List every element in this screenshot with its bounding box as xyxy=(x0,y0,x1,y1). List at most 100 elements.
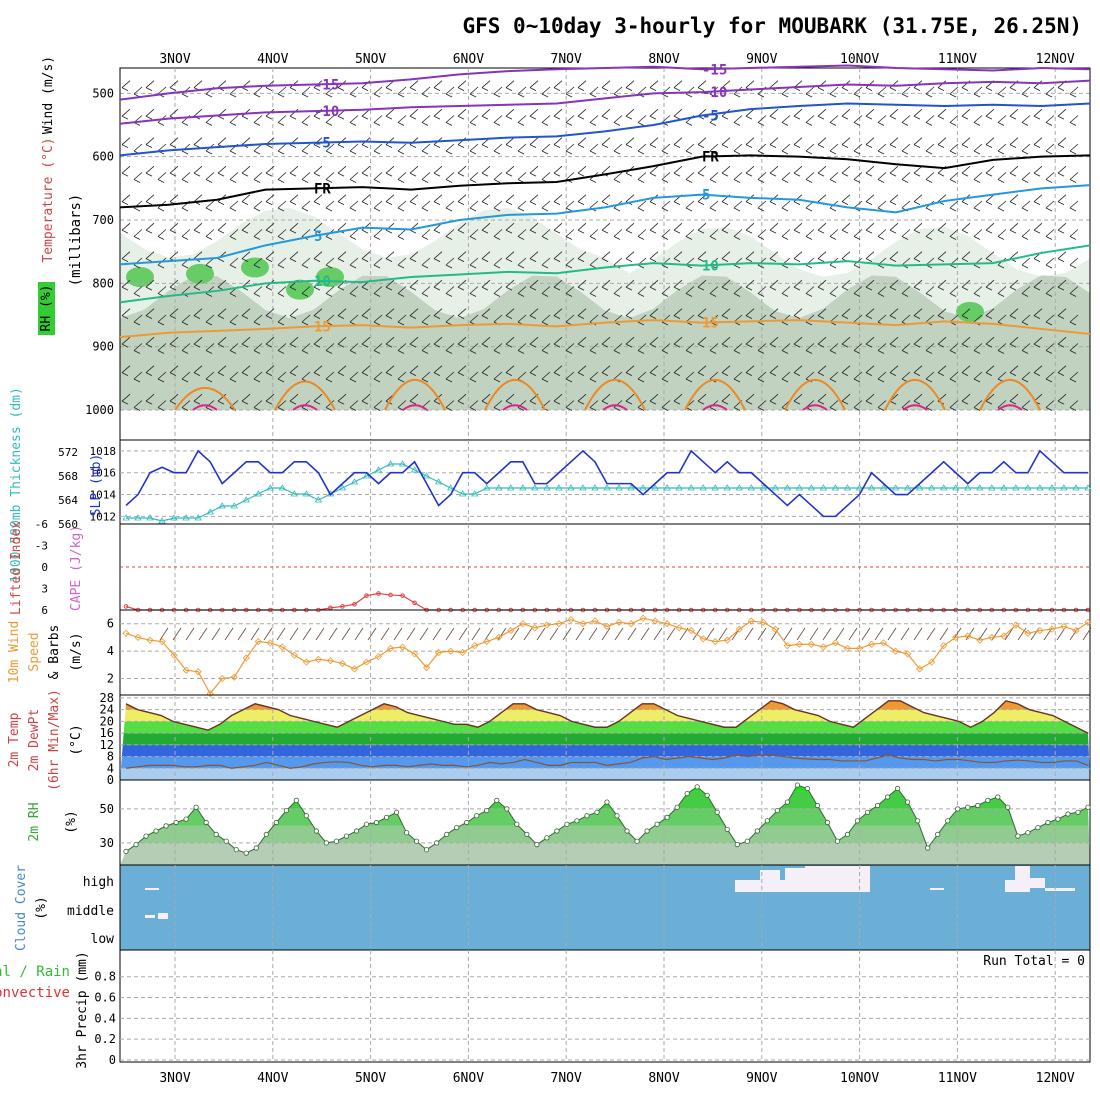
wind-barb xyxy=(373,314,383,326)
wind-barb xyxy=(469,172,479,183)
cloud-patch xyxy=(1015,866,1030,880)
thickness-marker xyxy=(819,484,828,491)
rh-legend-swatch xyxy=(38,282,55,335)
wind-barb xyxy=(253,286,263,297)
wind-barb xyxy=(301,257,311,269)
thickness-marker xyxy=(783,484,792,491)
wind-barb xyxy=(939,627,949,641)
rh-marker xyxy=(343,833,350,839)
wind-barb xyxy=(721,222,731,234)
wind-barb xyxy=(433,279,443,291)
wind-barb xyxy=(289,251,299,263)
wind-barb xyxy=(1069,143,1079,155)
x-tick-top-label: 9NOV xyxy=(746,52,777,67)
wind-barb xyxy=(853,229,863,240)
wind-barb xyxy=(649,365,659,377)
wind-barb xyxy=(529,336,539,348)
wind-barb xyxy=(1069,229,1079,240)
wind-barb xyxy=(445,286,455,297)
wind-barb xyxy=(925,400,935,411)
wind-barb xyxy=(385,336,395,348)
wind-barb xyxy=(925,115,935,126)
thickness-marker xyxy=(242,496,250,503)
wind-barb xyxy=(121,137,131,149)
wind-barb xyxy=(973,115,983,126)
wind-barb xyxy=(349,371,359,383)
thickness-marker xyxy=(1012,484,1020,491)
wind-barb xyxy=(241,251,251,263)
wind-barb xyxy=(721,279,731,291)
y-tick-label: 24 xyxy=(100,703,114,717)
wind-barb xyxy=(289,365,299,377)
wind-barb xyxy=(653,627,663,641)
wind-barb xyxy=(985,365,995,377)
wind-barb xyxy=(1057,222,1067,234)
wind-barb xyxy=(541,143,551,155)
wind-barb xyxy=(901,286,911,297)
wind-barb xyxy=(865,222,875,234)
wind-barb xyxy=(985,336,995,348)
wind-barb xyxy=(889,194,899,206)
wind-barb xyxy=(133,400,143,411)
wind-barb xyxy=(673,336,683,348)
wind-barb xyxy=(769,222,779,234)
precip-tick-label: 0.4 xyxy=(94,1011,116,1025)
wind-barb xyxy=(985,308,995,320)
wind-barb xyxy=(577,251,587,263)
wind-barb xyxy=(1082,627,1092,641)
wind-barb xyxy=(289,336,299,348)
wind-barb xyxy=(265,194,275,206)
isotherm-label: -15 xyxy=(702,62,727,78)
wind-barb xyxy=(865,251,875,263)
temp2m-axis-label: 2m Temp xyxy=(7,712,22,767)
wind-barb xyxy=(913,365,923,377)
wind-barb xyxy=(361,222,371,234)
wind-barb xyxy=(853,172,863,183)
wind-speed-marker xyxy=(266,639,274,647)
wind-barb xyxy=(361,393,371,405)
rh-marker xyxy=(524,831,530,838)
run-total-label: Run Total = 0 xyxy=(983,954,1085,969)
wind-barb xyxy=(541,115,551,126)
wind-barb xyxy=(1057,279,1067,291)
wind-barb xyxy=(697,165,707,177)
thickness-tick-label: 572 xyxy=(58,446,78,459)
wind-barb xyxy=(625,80,635,92)
wind-barb xyxy=(457,308,467,320)
wind-barb xyxy=(985,194,995,206)
y-tick-label: 16 xyxy=(100,726,114,740)
wind-barb xyxy=(745,308,755,320)
wind-barb xyxy=(949,86,959,98)
wind-speed-marker xyxy=(940,642,948,650)
wind-barb xyxy=(769,393,779,405)
wind-barb xyxy=(1057,108,1067,120)
wind-barb xyxy=(973,143,983,155)
wind-barb xyxy=(217,365,227,377)
wind-barb xyxy=(157,371,167,383)
wind-barb xyxy=(661,371,671,383)
wind-barb xyxy=(745,137,755,149)
wind-barb xyxy=(517,343,527,354)
wind-barb xyxy=(685,200,695,212)
wind-barb xyxy=(205,371,215,383)
rh-marker xyxy=(323,840,330,846)
wind-barb xyxy=(505,393,515,405)
wind-barb xyxy=(757,371,767,383)
wind-speed-marker xyxy=(639,614,647,622)
wind-barb xyxy=(805,143,815,155)
wind-barb xyxy=(901,86,911,98)
li-tick-label: 0 xyxy=(41,561,48,574)
wind-barb xyxy=(529,137,539,149)
wind-barb xyxy=(121,279,131,291)
wind-barb xyxy=(769,336,779,348)
wind-barb xyxy=(889,251,899,263)
wind-barb xyxy=(1057,194,1067,206)
rh-marker xyxy=(444,831,450,838)
thickness-marker xyxy=(1048,484,1056,491)
wind-barb xyxy=(385,108,395,120)
wind-barb xyxy=(193,194,203,206)
isotherm-label: FR xyxy=(702,150,719,166)
wind-speed-marker xyxy=(1072,626,1080,635)
li-tick-label: -3 xyxy=(35,540,48,553)
rh-marker xyxy=(454,824,460,831)
